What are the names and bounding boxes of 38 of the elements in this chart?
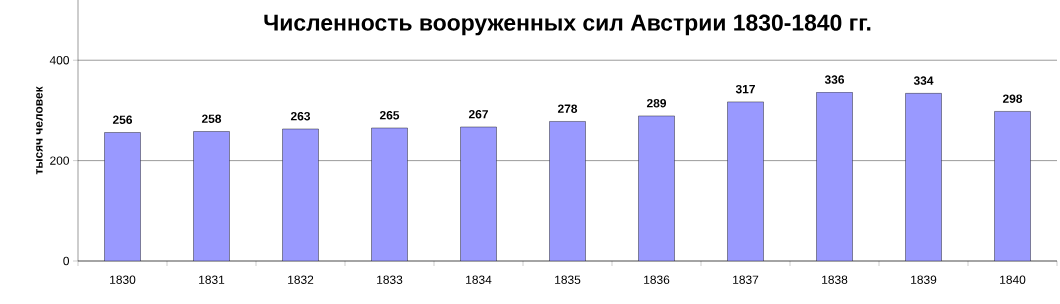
bar <box>282 128 319 261</box>
data-label: 317 <box>735 84 755 94</box>
bar <box>816 92 853 261</box>
data-label: 298 <box>1002 94 1023 103</box>
data-label: 334 <box>913 76 934 85</box>
x-tick-label: 1834 <box>466 275 492 284</box>
data-label: 265 <box>379 111 400 120</box>
bar <box>727 101 764 261</box>
x-tick-label: 1840 <box>1000 275 1026 284</box>
bar <box>104 132 141 261</box>
bar <box>994 111 1031 261</box>
bar <box>460 126 497 261</box>
bar <box>638 115 675 261</box>
data-label: 336 <box>824 75 845 84</box>
bar <box>905 93 942 261</box>
data-label: 267 <box>468 110 488 119</box>
bar <box>193 131 230 261</box>
y-axis-title: тысяч человек <box>36 86 43 175</box>
x-tick-label: 1830 <box>110 275 136 284</box>
x-tick-label: 1837 <box>733 275 759 284</box>
data-label: 256 <box>112 115 133 124</box>
x-tick-label: 1839 <box>911 275 937 284</box>
x-tick-label: 1836 <box>644 275 670 284</box>
text: Численность вооруженных сил Австрии 1830-1840 гг. <box>264 14 871 36</box>
y-tick-label: 200 <box>50 156 70 165</box>
data-label: 278 <box>557 104 578 113</box>
data-label: 258 <box>201 114 222 123</box>
data-label: 263 <box>290 112 311 121</box>
bar <box>549 121 586 261</box>
y-tick-label: 400 <box>49 56 70 65</box>
bar <box>371 127 408 261</box>
y-tick-label: 0 <box>63 256 70 266</box>
x-tick-label: 1835 <box>555 275 581 284</box>
data-label: 289 <box>646 98 667 108</box>
x-tick-label: 1838 <box>822 275 848 284</box>
x-tick-label: 1833 <box>377 275 403 284</box>
x-tick-label: 1831 <box>199 275 225 284</box>
x-tick-label: 1832 <box>288 275 314 284</box>
